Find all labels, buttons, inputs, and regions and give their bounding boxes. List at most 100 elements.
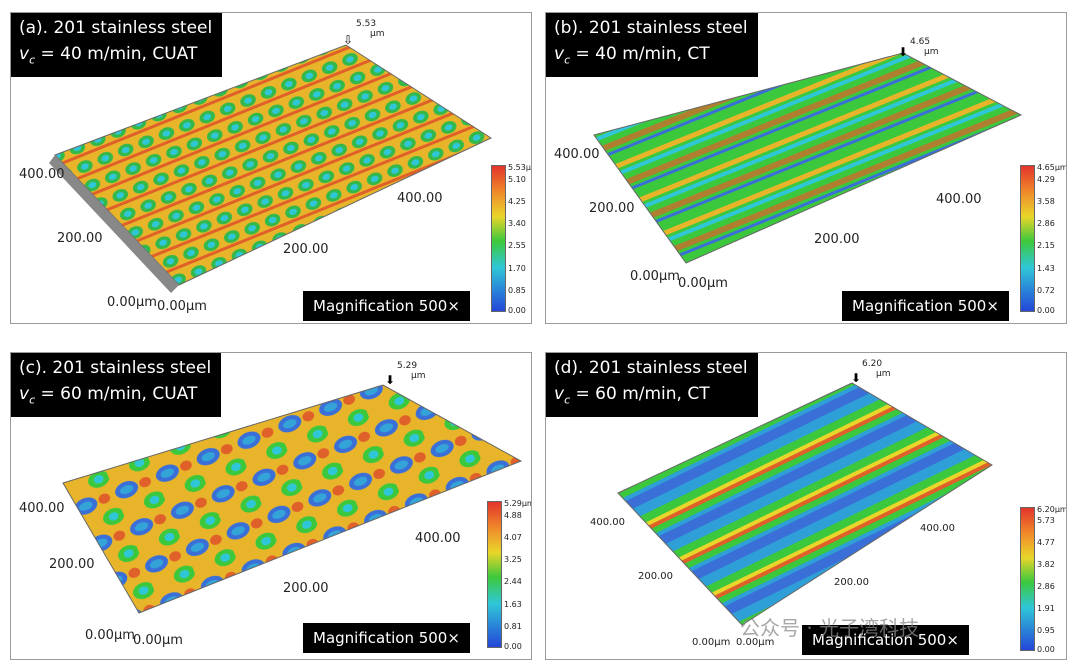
scale-tick: 3.25 [504, 555, 522, 564]
scale-tick: 4.25 [508, 197, 526, 206]
scale-tick: 2.86 [1037, 219, 1055, 228]
scale-tick: 6.20μm [1037, 505, 1067, 514]
peak-label: 4.65 μm [910, 37, 939, 57]
y-tick: 400.00 [554, 147, 600, 162]
panel-title: (c). 201 stainless steel vc = 60 m/min, … [11, 353, 222, 418]
magnification-label: Magnification 500× [842, 291, 1009, 321]
scale-tick: 2.15 [1037, 241, 1055, 250]
v-symbol: v [19, 384, 30, 404]
x-tick: 400.00 [397, 191, 443, 206]
peak-value: 5.29 [397, 361, 418, 371]
color-scale-bar [491, 165, 506, 312]
title-line-1: (a). 201 stainless steel [19, 18, 213, 38]
title-line-1: (c). 201 stainless steel [19, 358, 212, 378]
v-symbol: v [19, 44, 30, 64]
scale-tick: 4.88 [504, 511, 522, 520]
scale-tick: 1.91 [1037, 604, 1055, 613]
y-tick: 200.00 [49, 557, 95, 572]
scale-tick: 3.58 [1037, 197, 1055, 206]
scale-tick: 0.00 [508, 306, 526, 315]
scale-tick: 4.77 [1037, 538, 1055, 547]
surface-plot-c [62, 384, 523, 614]
title-line-2: vc = 40 m/min, CT [554, 41, 748, 73]
scale-tick: 2.44 [504, 577, 522, 586]
title-line-1: (d). 201 stainless steel [554, 358, 748, 378]
surface-plot-d [617, 382, 993, 626]
v-subscript: c [564, 53, 571, 67]
y-tick: 200.00 [638, 571, 673, 582]
peak-arrow-icon: ⬇ [385, 373, 396, 387]
y-tick: 0.00μm [630, 269, 680, 284]
x-tick: 200.00 [814, 232, 860, 247]
surface-plot-b [593, 52, 1023, 264]
panel-b: (b). 201 stainless steel vc = 40 m/min, … [545, 12, 1067, 324]
scale-tick: 5.29μm [504, 499, 532, 508]
scale-tick: 2.55 [508, 241, 526, 250]
peak-arrow-icon: ⬇ [851, 371, 862, 385]
scale-tick: 0.00 [504, 642, 522, 651]
y-tick: 400.00 [19, 167, 65, 182]
scale-tick: 4.07 [504, 533, 522, 542]
scale-tick: 3.40 [508, 219, 526, 228]
scale-tick: 0.00 [1037, 645, 1055, 654]
x-tick: 0.00μm [133, 633, 183, 648]
peak-unit: μm [370, 29, 385, 39]
scale-tick: 0.00 [1037, 306, 1055, 315]
peak-label: 5.29 μm [397, 361, 426, 381]
panel-d: (d). 201 stainless steel vc = 60 m/min, … [545, 352, 1067, 660]
watermark: 公众号 · 光子湾科技 [740, 616, 920, 640]
y-tick: 400.00 [590, 517, 625, 528]
condition-text: = 60 m/min, CT [570, 384, 710, 404]
peak-arrow-icon: ⇩ [343, 33, 354, 47]
x-tick: 0.00μm [678, 276, 728, 291]
scale-tick: 3.82 [1037, 560, 1055, 569]
panel-title: (d). 201 stainless steel vc = 60 m/min, … [546, 353, 758, 418]
scale-tick: 5.73 [1037, 516, 1055, 525]
v-symbol: v [554, 384, 565, 404]
panel-c: (c). 201 stainless steel vc = 60 m/min, … [10, 352, 532, 660]
scale-tick: 0.81 [504, 622, 522, 631]
scale-tick: 4.65μm [1037, 163, 1067, 172]
x-tick: 400.00 [415, 531, 461, 546]
title-line-2: vc = 60 m/min, CT [554, 381, 748, 413]
color-scale-bar [1020, 507, 1035, 651]
surface-plot-a [49, 44, 493, 293]
scale-tick: 5.10 [508, 175, 526, 184]
title-line-2: vc = 60 m/min, CUAT [19, 381, 211, 413]
v-symbol: v [554, 44, 565, 64]
color-scale-bar [487, 501, 502, 648]
condition-text: = 40 m/min, CUAT [35, 44, 198, 64]
color-scale-bar [1020, 165, 1035, 312]
scale-tick: 0.95 [1037, 626, 1055, 635]
panel-title: (a). 201 stainless steel vc = 40 m/min, … [11, 13, 223, 78]
peak-label: 6.20 μm [862, 359, 891, 379]
y-tick: 200.00 [589, 201, 635, 216]
panel-title: (b). 201 stainless steel vc = 40 m/min, … [546, 13, 758, 78]
scale-tick: 1.63 [504, 600, 522, 609]
scale-tick: 2.86 [1037, 582, 1055, 591]
condition-text: = 60 m/min, CUAT [35, 384, 198, 404]
peak-value: 4.65 [910, 37, 931, 47]
y-tick: 0.00μm [692, 637, 731, 648]
x-tick: 400.00 [920, 523, 955, 534]
title-line-1: (b). 201 stainless steel [554, 18, 748, 38]
peak-unit: μm [876, 369, 891, 379]
x-tick: 200.00 [834, 577, 869, 588]
scale-tick: 1.43 [1037, 264, 1055, 273]
condition-text: = 40 m/min, CT [570, 44, 710, 64]
y-tick: 0.00μm [85, 628, 135, 643]
peak-unit: μm [924, 47, 939, 57]
peak-value: 5.53 [356, 19, 377, 29]
magnification-label: Magnification 500× [303, 291, 470, 321]
scale-tick: 1.70 [508, 264, 526, 273]
scale-tick: 0.72 [1037, 286, 1055, 295]
magnification-label: Magnification 500× [802, 625, 969, 655]
v-subscript: c [29, 53, 36, 67]
peak-arrow-icon: ⬇ [898, 45, 909, 59]
scale-tick: 0.85 [508, 286, 526, 295]
panel-a: (a). 201 stainless steel vc = 40 m/min, … [10, 12, 532, 324]
peak-unit: μm [411, 371, 426, 381]
peak-label: 5.53 μm [356, 19, 385, 39]
x-tick: 0.00μm [157, 299, 207, 314]
